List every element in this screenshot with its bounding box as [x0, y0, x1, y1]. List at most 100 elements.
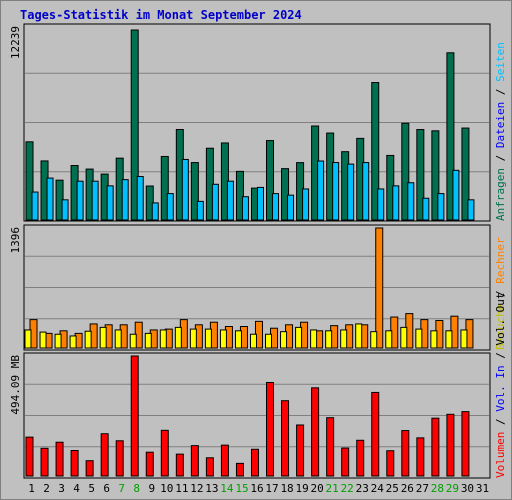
x-tick-label: 11: [175, 482, 188, 495]
bar-volumen: [311, 387, 320, 477]
bar-seiten: [166, 193, 174, 221]
bar-volumen: [145, 451, 154, 477]
bar-besuche: [385, 330, 393, 349]
bar-volumen: [205, 457, 214, 477]
x-tick-label: 13: [205, 482, 218, 495]
panel-mid-legend: Besuche / Rechner: [494, 237, 507, 350]
x-tick-label: 25: [386, 482, 399, 495]
legend-entry: Dateien: [494, 102, 507, 148]
panel-mid-max-label: 1396: [9, 227, 22, 254]
panel-bot-max-label: 494.09 MB: [9, 355, 22, 415]
x-tick-label: 24: [371, 482, 385, 495]
bar-volumen: [40, 447, 49, 477]
x-tick-label: 16: [250, 482, 263, 495]
x-tick-label: 28: [431, 482, 444, 495]
x-tick-label: 18: [280, 482, 293, 495]
bar-besuche: [114, 329, 122, 349]
x-tick-label: 14: [220, 482, 234, 495]
bar-anfragen: [371, 82, 380, 221]
legend-entry: /: [494, 346, 507, 366]
panel-top-legend: Anfragen / Dateien / Seiten: [494, 42, 507, 221]
bar-besuche: [400, 326, 408, 349]
bar-volumen: [25, 436, 34, 477]
bar-volumen: [115, 440, 124, 477]
bar-seiten: [106, 185, 114, 221]
x-tick-label: 2: [43, 482, 50, 495]
panel-top-max-label: 12239: [9, 26, 22, 59]
bar-volumen: [266, 381, 275, 477]
x-tick-label: 7: [118, 482, 125, 495]
bar-besuche: [310, 329, 318, 349]
legend-entry: Anfragen: [494, 168, 507, 221]
bar-volumen: [296, 424, 305, 477]
bar-besuche: [325, 330, 333, 349]
bar-seiten: [407, 182, 415, 221]
panel-bot-legend: Volumen / Vol. In / Vol. Out: [494, 293, 507, 478]
x-tick-label: 21: [326, 482, 339, 495]
bar-seiten: [467, 199, 475, 221]
x-tick-label: 27: [416, 482, 429, 495]
bar-besuche: [295, 326, 303, 349]
bar-besuche: [415, 328, 423, 349]
bar-volumen: [371, 391, 380, 477]
bar-volumen: [190, 445, 199, 477]
bar-besuche: [24, 329, 32, 349]
bar-anfragen: [446, 52, 455, 221]
bar-volumen: [55, 441, 64, 477]
bar-seiten: [377, 188, 385, 221]
bar-seiten: [121, 179, 129, 221]
bar-besuche: [99, 326, 107, 349]
bar-seiten: [31, 191, 39, 221]
bar-seiten: [136, 176, 144, 221]
x-tick-label: 29: [446, 482, 459, 495]
bar-volumen: [461, 411, 470, 477]
bar-seiten: [151, 202, 159, 221]
bar-volumen: [235, 462, 244, 477]
x-tick-label: 1: [28, 482, 35, 495]
bar-anfragen: [190, 162, 199, 221]
bar-anfragen: [25, 141, 34, 221]
bar-besuche: [204, 328, 212, 349]
bar-anfragen: [401, 122, 410, 221]
bar-volumen: [356, 439, 365, 477]
bar-seiten: [181, 158, 189, 221]
x-tick-label: 15: [235, 482, 248, 495]
bar-besuche: [430, 330, 438, 349]
bar-volumen: [326, 417, 335, 477]
legend-entry: /: [494, 148, 507, 168]
legend-entry: /: [494, 82, 507, 102]
bar-anfragen: [431, 130, 440, 221]
chart-title: Tages-Statistik im Monat September 2024: [20, 8, 302, 22]
bar-besuche: [355, 323, 363, 349]
legend-entry: /: [494, 284, 507, 304]
x-tick-label: 19: [295, 482, 308, 495]
bar-besuche: [340, 329, 348, 349]
bar-seiten: [61, 199, 69, 221]
x-tick-label: 17: [265, 482, 278, 495]
bar-seiten: [317, 160, 325, 221]
x-tick-label: 26: [401, 482, 414, 495]
legend-entry: Rechner: [494, 237, 507, 284]
bar-seiten: [302, 188, 310, 221]
bar-besuche: [174, 326, 182, 349]
bar-seiten: [76, 180, 84, 221]
bar-besuche: [445, 330, 453, 349]
bar-besuche: [129, 333, 137, 349]
bar-besuche: [39, 331, 47, 349]
bar-volumen: [386, 450, 395, 477]
bar-besuche: [460, 329, 468, 349]
x-tick-label: 31: [476, 482, 489, 495]
bar-anfragen: [281, 168, 290, 221]
bar-besuche: [54, 333, 62, 349]
bar-besuche: [265, 333, 273, 349]
x-tick-label: 10: [160, 482, 173, 495]
legend-entry: /: [494, 412, 507, 432]
bar-seiten: [241, 196, 249, 221]
bar-seiten: [422, 197, 430, 221]
x-tick-label: 12: [190, 482, 203, 495]
bar-seiten: [46, 177, 54, 221]
bar-anfragen: [130, 29, 139, 221]
bar-anfragen: [416, 129, 425, 221]
bar-volumen: [431, 417, 440, 477]
bar-volumen: [250, 448, 259, 477]
